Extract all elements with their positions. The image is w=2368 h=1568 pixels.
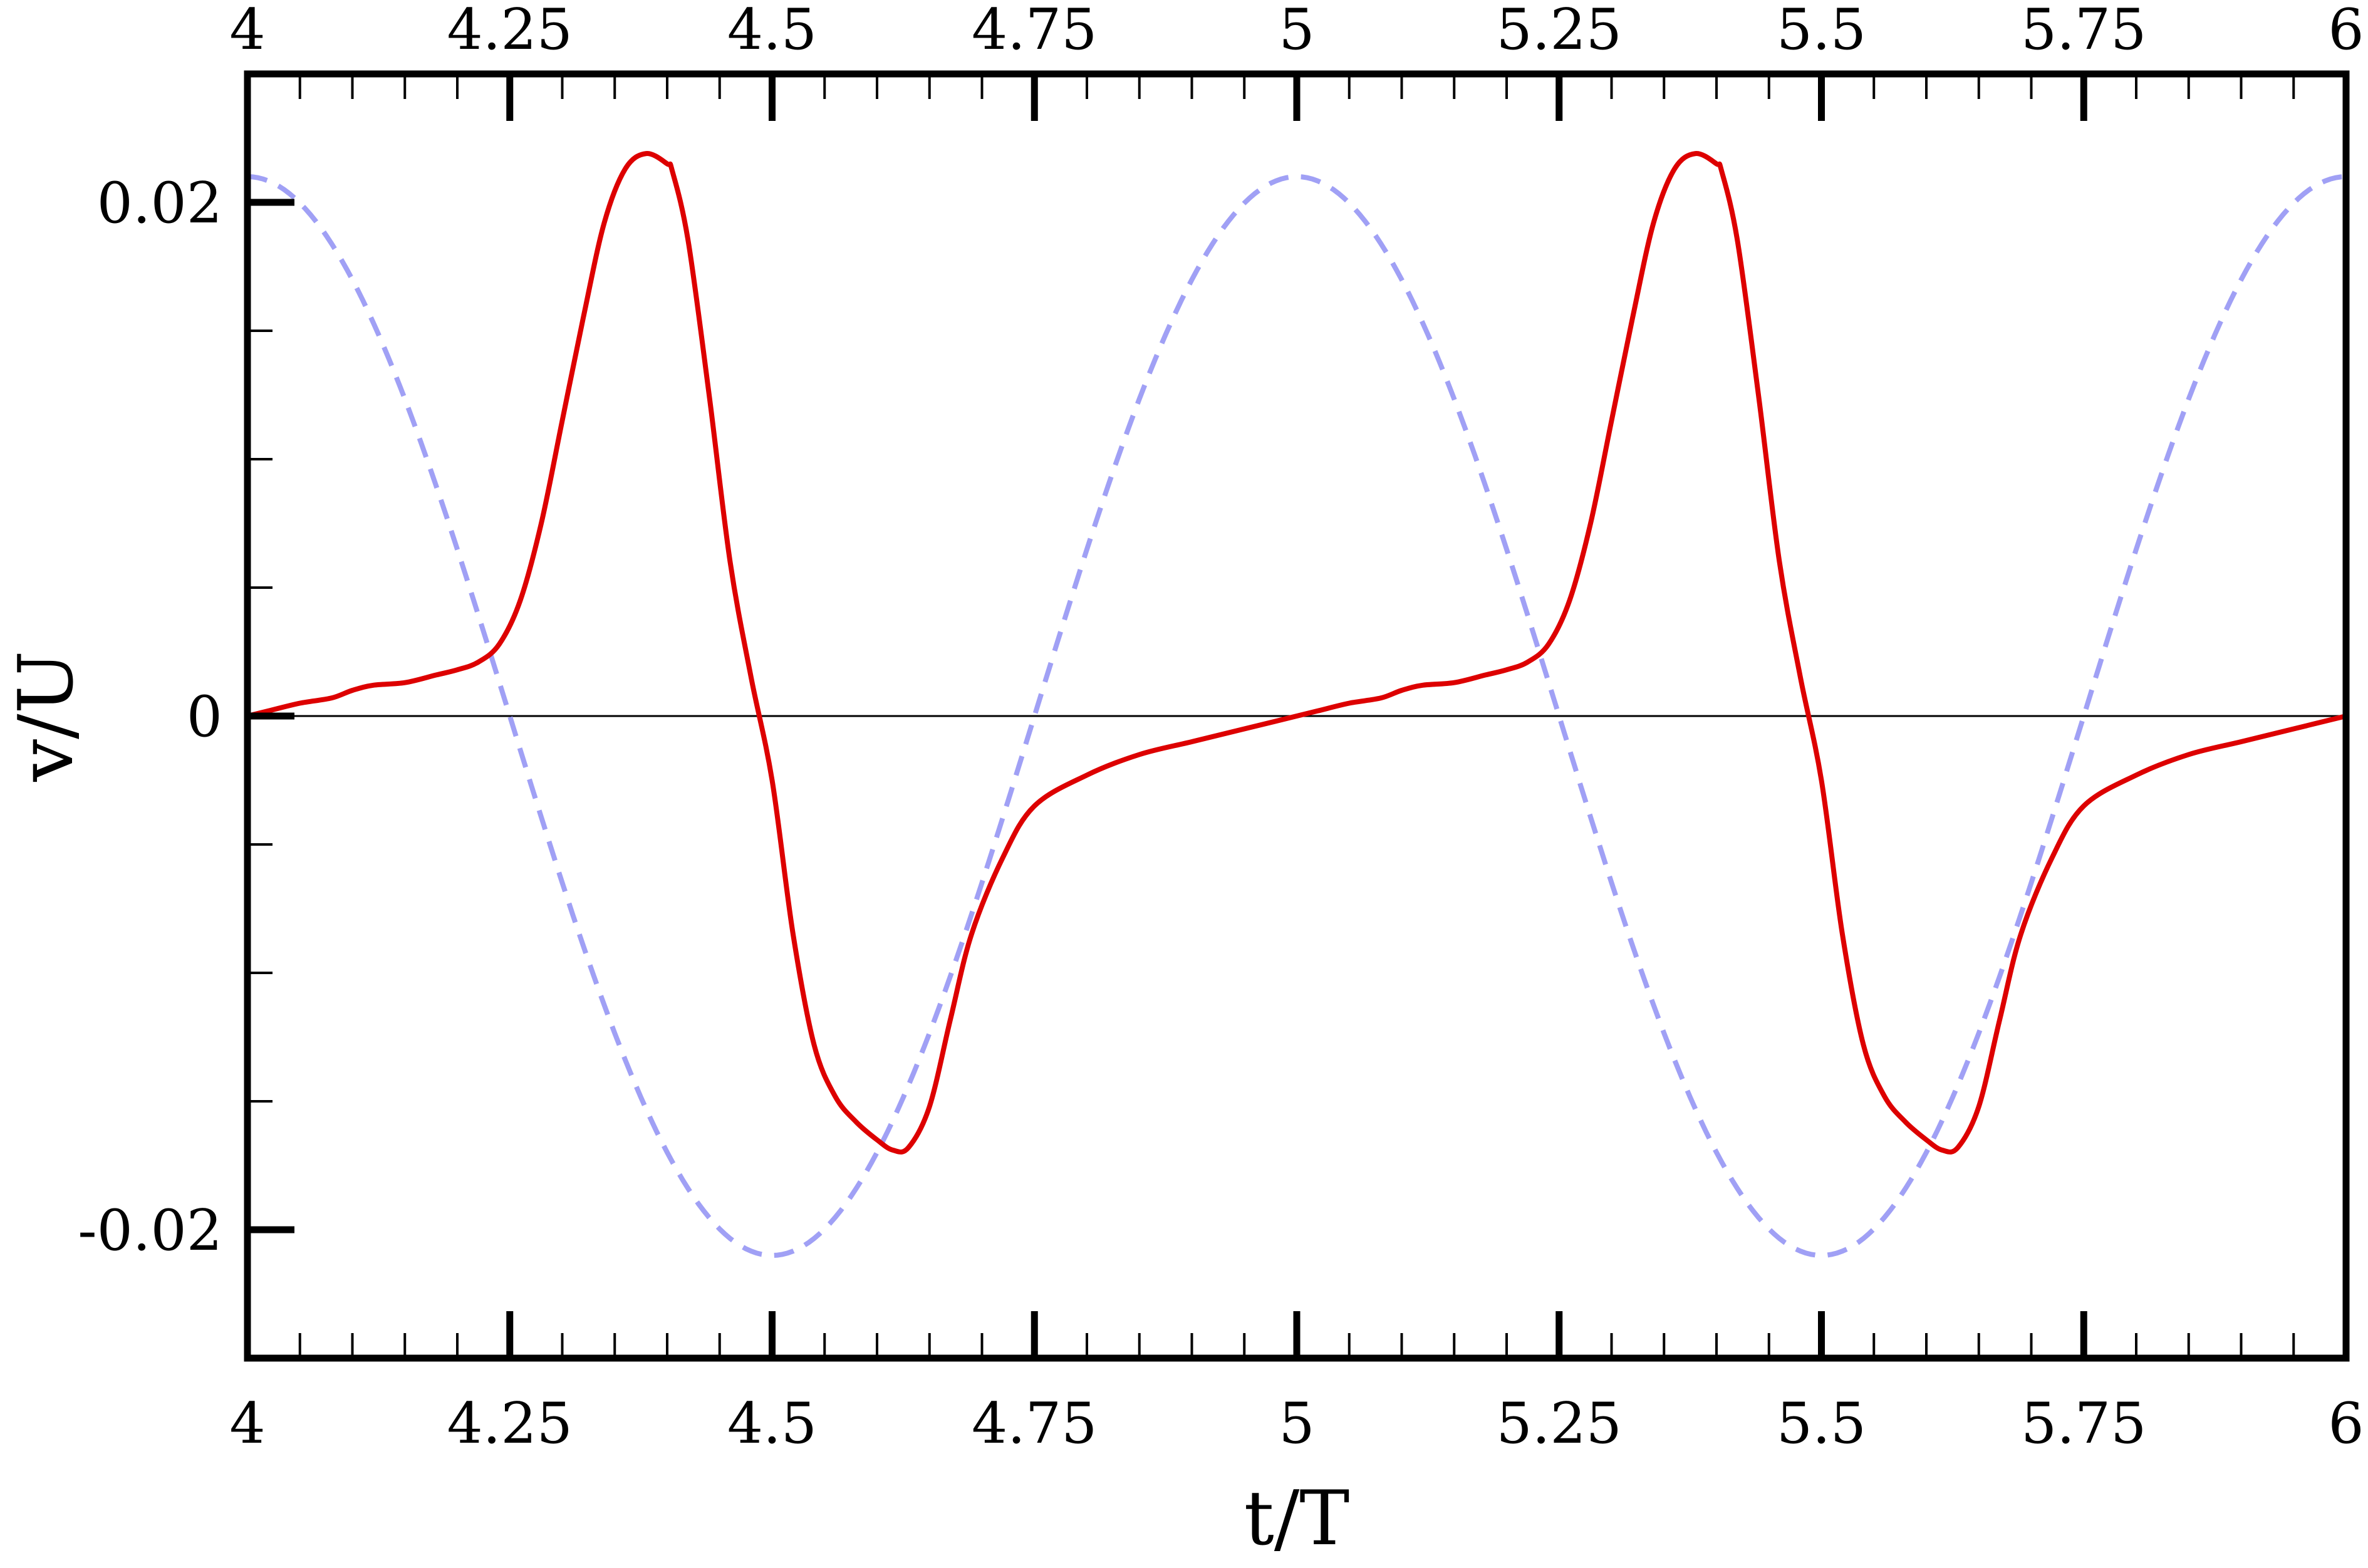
x-tick-label-top: 5.5 bbox=[1777, 0, 1866, 63]
x-tick-label: 6 bbox=[2328, 1391, 2364, 1456]
x-tick-label: 5.5 bbox=[1777, 1391, 1866, 1456]
x-tick-label-top: 5 bbox=[1279, 0, 1314, 63]
x-tick-label-top: 5.75 bbox=[2021, 0, 2146, 63]
axes-frame: 4 4 4.25 4.25 4.5 4.5 4.75 4.75 5 5 5.25 5.25 5.5 5.5… bbox=[78, 0, 2364, 1456]
y-tick-label: 0 bbox=[187, 684, 222, 750]
velocity-solid-line bbox=[247, 151, 2347, 1155]
plot-area bbox=[247, 151, 2347, 1259]
x-tick-label-top: 6 bbox=[2328, 0, 2364, 63]
x-tick-label-top: 4.75 bbox=[972, 0, 1097, 63]
x-tick-label: 4.5 bbox=[727, 1391, 817, 1456]
y-tick-label: 0.02 bbox=[97, 170, 222, 236]
reference-dashed-line bbox=[247, 174, 2347, 1259]
y-tick-label: -0.02 bbox=[78, 1198, 222, 1264]
x-tick-label: 4.75 bbox=[972, 1391, 1097, 1456]
x-tick-label-top: 4.5 bbox=[727, 0, 817, 63]
x-tick-label: 5.25 bbox=[1497, 1391, 1622, 1456]
x-tick-label-top: 4 bbox=[229, 0, 265, 63]
x-tick-label: 4.25 bbox=[447, 1391, 573, 1456]
x-tick-label-top: 4.25 bbox=[447, 0, 573, 63]
x-tick-label: 4 bbox=[229, 1391, 265, 1456]
x-tick-label: 5 bbox=[1279, 1391, 1314, 1456]
x-tick-label-top: 5.25 bbox=[1497, 0, 1622, 63]
axis-labels: t/T v/U bbox=[3, 650, 1349, 1562]
y-axis-title: v/U bbox=[3, 650, 90, 782]
x-axis-title: t/T bbox=[1244, 1475, 1350, 1562]
x-tick-label: 5.75 bbox=[2021, 1391, 2146, 1456]
